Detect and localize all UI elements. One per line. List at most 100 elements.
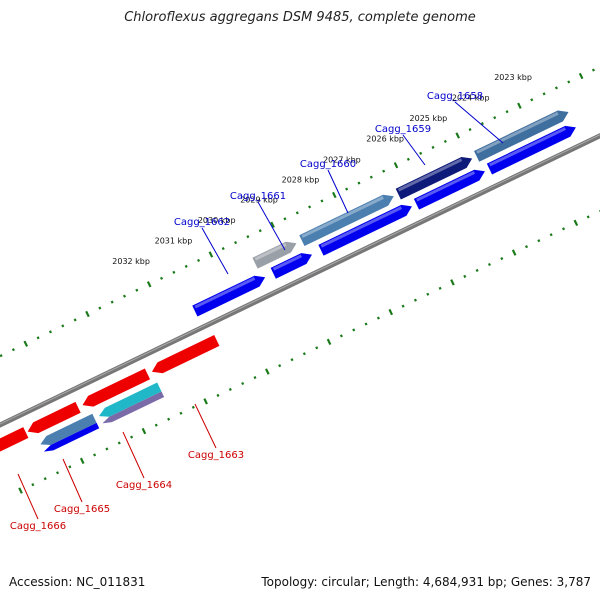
gene-arrow-forward — [413, 169, 485, 210]
tick-dot-lower — [475, 268, 479, 273]
tick-dot-lower — [43, 477, 47, 481]
gene-label-forward: Cagg_1658 — [427, 91, 483, 102]
tick-dot-upper — [135, 288, 139, 292]
tick-dot-upper — [369, 175, 373, 179]
tick-dot-lower — [339, 334, 343, 338]
gene-label-reverse: Cagg_1663 — [188, 450, 244, 461]
accession-text: Accession: NC_011831 — [9, 575, 146, 589]
tick-dot-upper — [246, 235, 250, 239]
tick-dot-upper — [85, 310, 90, 318]
gene-feature-steelblue-sheen — [301, 196, 384, 238]
tick-dot-upper — [221, 246, 225, 251]
tick-dot-upper — [270, 221, 275, 228]
tick-dot-lower — [500, 256, 504, 261]
tick-dot-upper — [98, 306, 102, 310]
tick-dot-upper — [122, 294, 127, 298]
tick-dot-lower — [31, 483, 35, 487]
tick-dot-lower — [130, 435, 134, 439]
tick-dot-upper — [48, 330, 52, 334]
kbp-tick-label: 2028 kbp — [282, 175, 320, 184]
tick-dot-upper — [530, 98, 534, 102]
gene-arrow-forward — [270, 253, 312, 279]
tick-dot-upper — [258, 229, 262, 233]
tick-dot-lower — [191, 405, 195, 409]
tick-dot-lower — [352, 328, 356, 332]
tick-dot-lower — [265, 368, 270, 375]
tick-dot-lower — [438, 286, 442, 290]
tick-dot-lower — [549, 233, 553, 237]
tick-dot-lower — [68, 465, 72, 469]
tick-dot-lower — [426, 292, 430, 296]
tick-dot-upper — [208, 251, 214, 258]
tick-dot-upper — [320, 199, 324, 203]
tick-dot-upper — [567, 80, 571, 84]
tick-dot-upper — [184, 264, 188, 268]
gene-label-forward-leader — [327, 169, 349, 214]
tick-dot-lower — [278, 364, 282, 368]
tick-dot-lower — [315, 346, 319, 350]
gene-arrow-forward-sheen — [416, 171, 476, 202]
gene-arrow-reverse-sheen — [87, 384, 143, 414]
gene-feature-navy-sheen — [397, 158, 463, 192]
gene-label-reverse: Cagg_1665 — [54, 504, 110, 515]
gene-arrow-reverse — [0, 427, 29, 452]
map-title: Chloroflexus aggregans DSM 9485, complet… — [124, 10, 476, 25]
tick-dot-lower — [105, 447, 109, 451]
gene-label-reverse: Cagg_1664 — [116, 480, 172, 491]
gene-label-forward-leader — [454, 101, 504, 144]
tick-dot-upper — [406, 157, 410, 161]
tick-dot-lower — [562, 227, 566, 231]
tick-dot-upper — [73, 318, 77, 322]
tick-dot-lower — [487, 262, 491, 267]
gene-label-forward: Cagg_1661 — [230, 191, 286, 202]
gene-label-forward: Cagg_1660 — [300, 159, 356, 170]
genes-layer — [0, 110, 576, 458]
tick-dot-upper — [505, 110, 509, 114]
tick-dot-lower — [326, 338, 332, 346]
gene-arrow-forward-sheen — [489, 127, 567, 167]
tick-dot-upper — [234, 241, 238, 245]
tick-dot-lower — [524, 245, 529, 249]
tick-dot-upper — [160, 276, 164, 280]
gene-label-reverse-leader — [17, 473, 39, 520]
gene-arrow-forward-sheen — [194, 277, 256, 309]
gene-feature-navy — [395, 157, 473, 200]
tick-dot-upper — [146, 281, 152, 288]
tick-dot-upper — [283, 217, 287, 221]
tick-dot-upper — [554, 86, 558, 90]
gene-arrow-forward-sheen — [320, 206, 403, 248]
tick-dot-upper — [23, 340, 29, 347]
tick-dot-lower — [18, 487, 23, 494]
gene-arrow-reverse-sheen — [32, 417, 74, 440]
gene-label-reverse-leader — [194, 403, 217, 449]
tick-dot-upper — [11, 348, 15, 352]
tick-dot-lower — [117, 441, 121, 445]
gene-feature-blue — [43, 422, 100, 452]
tick-dot-lower — [388, 308, 394, 316]
tick-dot-upper — [0, 354, 3, 358]
kbp-tick-label: 2029 kbp — [240, 195, 278, 204]
gene-arrow-forward — [486, 125, 576, 175]
gene-label-reverse-leader — [62, 458, 83, 503]
tick-dot-lower — [228, 387, 232, 392]
tick-dot-upper — [419, 151, 423, 155]
tick-dot-upper — [295, 211, 299, 215]
gene-label-reverse: Cagg_1666 — [10, 521, 66, 532]
gene-arrow-forward — [318, 204, 412, 256]
gene-label-forward: Cagg_1659 — [375, 124, 431, 135]
tick-dot-lower — [463, 274, 467, 278]
tick-dot-upper — [172, 270, 176, 274]
tick-dot-upper — [197, 258, 201, 263]
backbone-layer — [0, 132, 600, 428]
tick-dot-lower — [586, 215, 590, 219]
kbp-tick-label: 2026 kbp — [366, 135, 404, 144]
tick-dot-upper — [382, 169, 386, 173]
tick-dot-upper — [443, 139, 447, 144]
tick-dot-lower — [141, 427, 147, 435]
gene-feature-gray — [252, 241, 297, 269]
gene-feature-blue-sheen — [47, 433, 92, 458]
kbp-tick-label: 2023 kbp — [494, 73, 532, 82]
genome-backbone — [0, 132, 600, 428]
tick-dot-lower — [79, 457, 85, 465]
